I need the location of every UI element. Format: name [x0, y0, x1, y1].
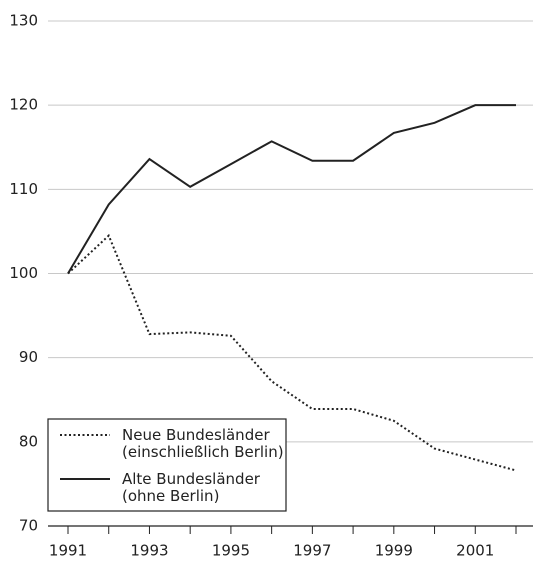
- x-tick-label: 1997: [293, 542, 331, 560]
- x-tick-label: 1999: [375, 542, 413, 560]
- x-tick-label: 2001: [456, 542, 494, 560]
- x-tick-label: 1993: [130, 542, 168, 560]
- legend-label: Neue Bundesländer (einschließlich Berlin): [122, 426, 284, 461]
- y-tick-label: 70: [19, 517, 38, 535]
- y-tick-label: 130: [9, 12, 38, 30]
- series-line: [67, 233, 517, 472]
- series-line: [67, 104, 516, 275]
- y-tick-label: 90: [19, 348, 38, 366]
- x-tick-label: 1991: [49, 542, 87, 560]
- y-tick-label: 100: [9, 264, 38, 282]
- x-tick-label: 1995: [212, 542, 250, 560]
- y-tick-label: 80: [19, 432, 38, 450]
- y-tick-label: 120: [9, 96, 38, 114]
- legend-label: Alte Bundesländer (ohne Berlin): [122, 470, 261, 505]
- y-tick-label: 110: [9, 180, 38, 198]
